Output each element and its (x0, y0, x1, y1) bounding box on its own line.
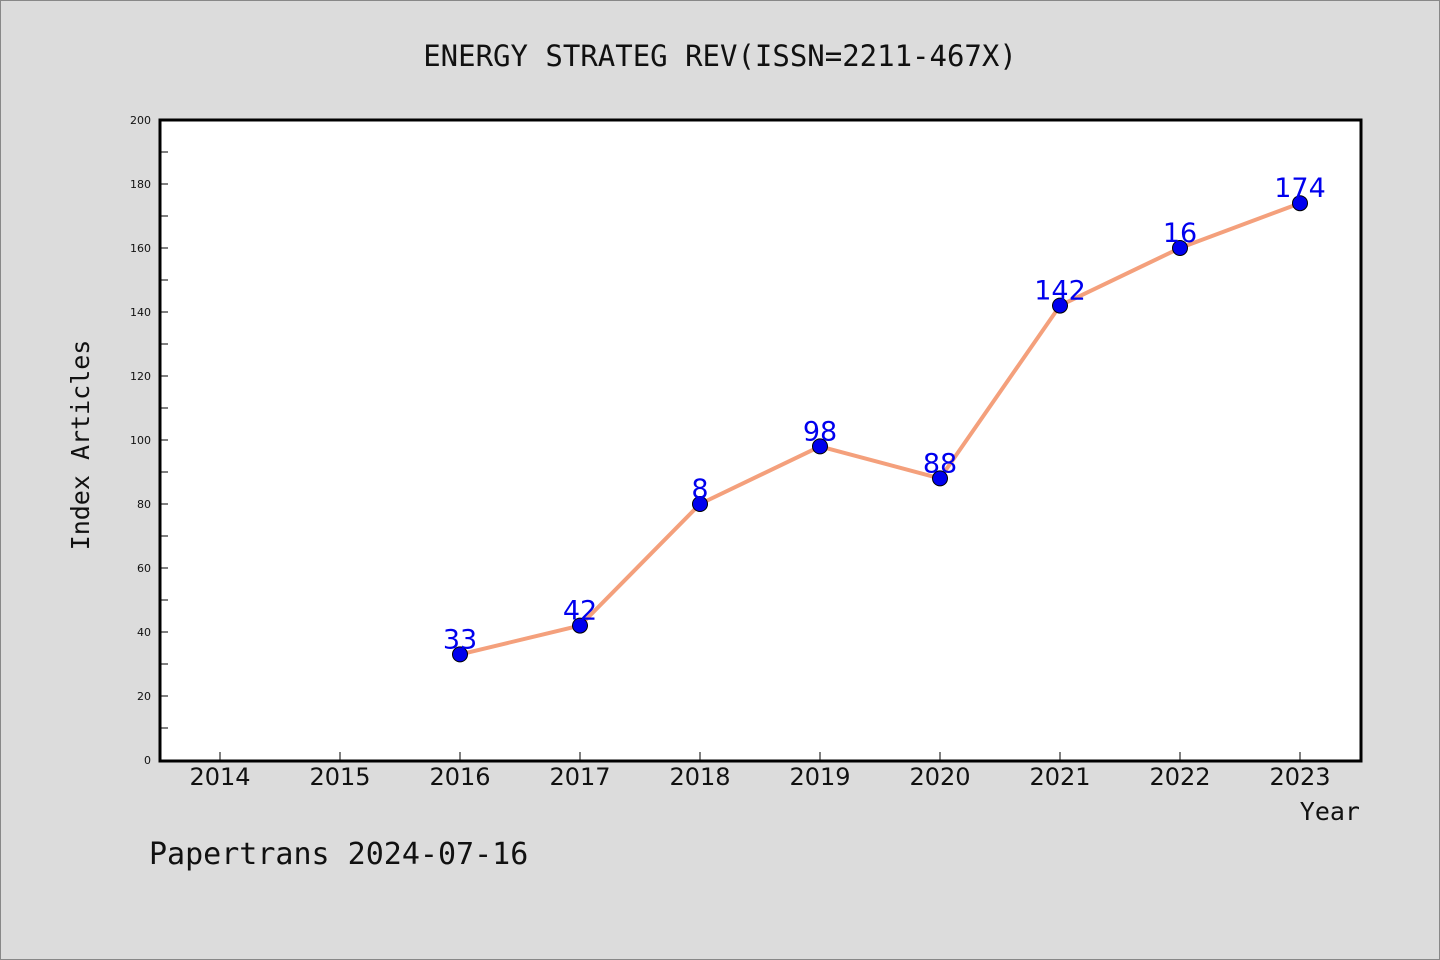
x-tick-label: 2015 (309, 763, 370, 791)
data-label: 98 (803, 416, 837, 447)
x-axis-label: Year (1300, 797, 1360, 826)
x-axis: 2014 2015 2016 2017 2018 2019 2020 2021 2022 2023 (189, 752, 1331, 791)
y-axis: 0 20 40 60 80 100 120 140 160 180 200 (130, 114, 168, 767)
data-label: 88 (923, 448, 957, 479)
x-tick-label: 2017 (549, 763, 610, 791)
x-tick-label: 2020 (909, 763, 970, 791)
data-label: 16 (1163, 218, 1197, 249)
y-tick-label: 60 (137, 562, 151, 575)
y-tick-label: 120 (130, 370, 151, 383)
x-tick-label: 2022 (1149, 763, 1210, 791)
data-point (932, 470, 948, 487)
x-tick-label: 2021 (1029, 763, 1090, 791)
plot-area (158, 118, 1363, 763)
x-tick-label: 2016 (429, 763, 490, 791)
y-tick-label: 200 (130, 114, 151, 127)
y-tick-label: 180 (130, 178, 151, 191)
data-label: 142 (1034, 276, 1086, 307)
data-label: 42 (563, 596, 597, 627)
data-point (1172, 240, 1188, 256)
y-tick-label: 0 (144, 754, 151, 767)
x-tick-label: 2019 (789, 763, 850, 791)
x-tick-label: 2018 (669, 763, 730, 791)
y-tick-label: 40 (137, 626, 151, 639)
series-group: 33 42 8 98 88 142 16 174 (443, 173, 1326, 663)
footer-text: Papertrans 2024-07-16 (149, 837, 528, 872)
data-point (692, 496, 708, 512)
y-axis-label: Index Articles (66, 340, 95, 551)
y-tick-label: 140 (130, 306, 151, 319)
x-tick-label: 2014 (189, 763, 250, 791)
y-tick-label: 100 (130, 434, 151, 447)
data-point (572, 617, 588, 634)
data-point (1052, 297, 1068, 314)
chart-title: ENERGY STRATEG REV(ISSN=2211-467X) (423, 39, 1017, 73)
data-point (1292, 195, 1308, 212)
series-line (459, 201, 1301, 657)
y-tick-label: 80 (137, 498, 151, 511)
data-point (812, 438, 828, 455)
x-tick-label: 2023 (1269, 763, 1330, 791)
y-tick-label: 160 (130, 242, 151, 255)
y-tick-label: 20 (137, 690, 151, 703)
data-point (452, 646, 468, 663)
data-label: 174 (1274, 173, 1326, 204)
data-label: 33 (443, 624, 477, 655)
data-label: 8 (691, 474, 708, 505)
